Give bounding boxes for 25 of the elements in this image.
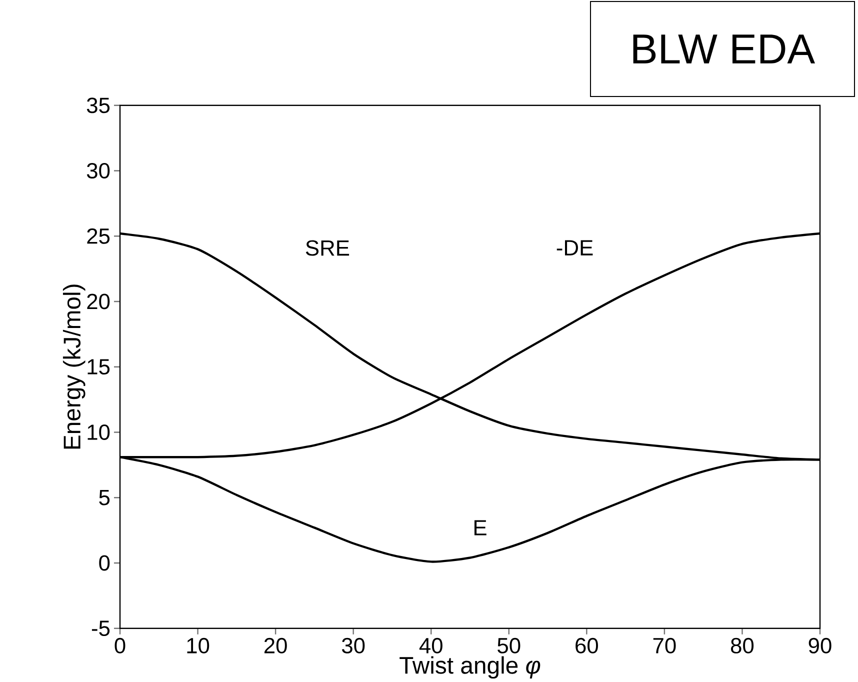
x-tick-label: 10: [187, 638, 210, 654]
y-tick-label: 10: [88, 424, 110, 440]
y-tick-label: 0: [99, 555, 110, 571]
y-tick-label: 5: [99, 490, 110, 506]
y-tick-label: 30: [86, 163, 110, 179]
series-label: E: [474, 520, 486, 536]
y-tick-label: 25: [87, 228, 110, 244]
chart-title: BLW EDA: [633, 34, 816, 64]
text: SRE: [306, 240, 350, 256]
x-tick-label: 50: [498, 638, 520, 654]
x-axis-title: Twist angle φ: [400, 656, 540, 679]
text: -DE: [556, 240, 593, 256]
x-tick-label: 20: [264, 638, 287, 654]
x-tick-label: 60: [576, 638, 598, 654]
y-tick-label: 20: [87, 294, 110, 310]
x-tick-label: 80: [730, 638, 754, 654]
y-tick-label: -5: [92, 620, 110, 636]
y-tick-label: 15: [88, 359, 110, 375]
y-tick-label: 35: [86, 98, 110, 114]
x-tick-label: 40: [419, 638, 442, 654]
x-tick-label: 90: [808, 638, 832, 654]
y-axis-title: Energy (kJ/mol): [62, 284, 86, 449]
x-tick-label: 30: [342, 638, 365, 654]
x-tick-label: 0: [114, 638, 126, 654]
x-tick-label: 70: [653, 638, 676, 654]
